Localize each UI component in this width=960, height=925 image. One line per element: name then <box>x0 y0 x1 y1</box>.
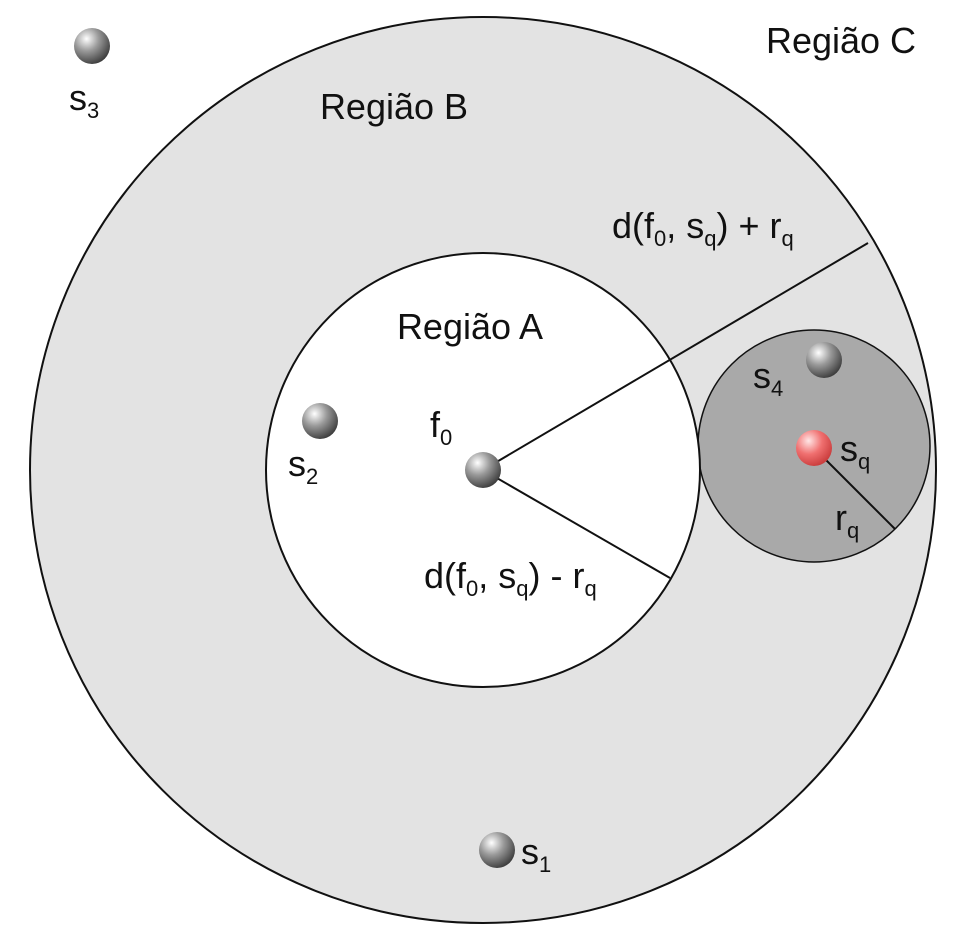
s3-label: s3 <box>69 77 99 123</box>
sq-label: sq <box>840 428 870 474</box>
s1-label: s1 <box>521 831 551 877</box>
s1-label-base: s <box>521 831 539 872</box>
upper-formula-p2: , s <box>666 205 704 246</box>
sq-label-base: s <box>840 428 858 469</box>
rq-label-base: r <box>835 497 847 538</box>
s3-label-sub: 3 <box>87 98 99 123</box>
radius-line-lower <box>482 469 671 579</box>
lower-formula-sub1: 0 <box>466 576 478 601</box>
s2-label-sub: 2 <box>306 464 318 489</box>
upper-bound-formula: d(f0, sq) + rq <box>612 205 794 251</box>
upper-formula-p1: d(f <box>612 205 655 246</box>
object-f0-point <box>465 452 501 488</box>
s3-label-base: s <box>69 77 87 118</box>
s4-label: s4 <box>753 355 783 401</box>
upper-formula-p3: ) + r <box>717 205 782 246</box>
s1-label-sub: 1 <box>539 852 551 877</box>
f0-label: f0 <box>430 404 452 450</box>
object-s4-point <box>806 342 842 378</box>
rq-label: rq <box>835 497 859 543</box>
s4-label-base: s <box>753 355 771 396</box>
lower-bound-formula: d(f0, sq) - rq <box>424 555 597 601</box>
sq-label-sub: q <box>858 449 870 474</box>
object-s3-point <box>74 28 110 64</box>
lower-formula-p3: ) - r <box>529 555 585 596</box>
s2-label-base: s <box>288 443 306 484</box>
upper-formula-sub1: 0 <box>654 226 666 251</box>
f0-label-sub: 0 <box>440 425 452 450</box>
object-s2-point <box>302 403 338 439</box>
upper-formula-sub3: q <box>782 226 794 251</box>
query-radius-line <box>813 447 896 530</box>
lower-formula-sub2: q <box>516 576 528 601</box>
f0-label-base: f <box>430 404 441 445</box>
radius-line-upper <box>482 242 869 471</box>
lower-formula-p1: d(f <box>424 555 467 596</box>
lower-formula-sub3: q <box>585 576 597 601</box>
lower-formula-p2: , s <box>478 555 516 596</box>
region-a-label: Região A <box>397 306 543 347</box>
s2-label: s2 <box>288 443 318 489</box>
rq-label-sub: q <box>847 518 859 543</box>
s4-label-sub: 4 <box>771 376 783 401</box>
object-sq-point <box>796 430 832 466</box>
upper-formula-sub2: q <box>704 226 716 251</box>
object-s1-point <box>479 832 515 868</box>
region-c-label: Região C <box>766 20 916 61</box>
region-b-label: Região B <box>320 86 468 127</box>
